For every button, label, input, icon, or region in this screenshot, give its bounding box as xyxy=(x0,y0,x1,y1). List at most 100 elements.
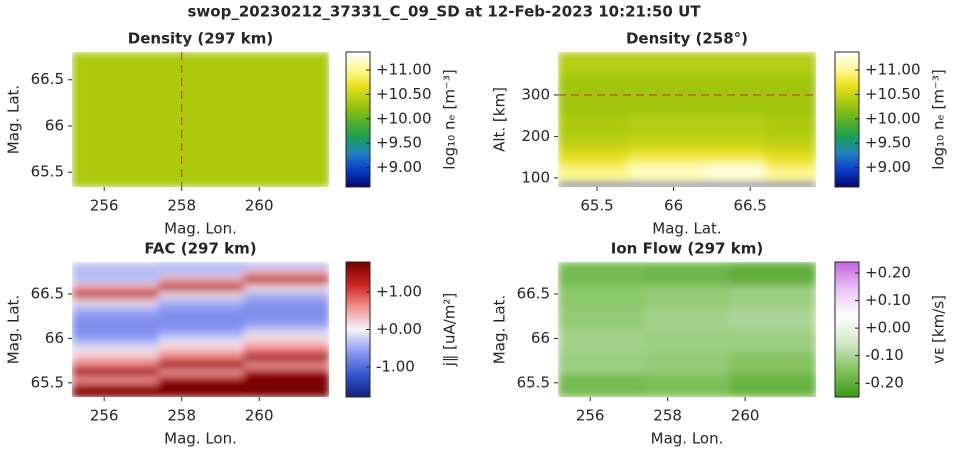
cell xyxy=(558,285,645,308)
cell xyxy=(644,373,731,397)
cell xyxy=(704,173,766,179)
cell xyxy=(704,177,766,183)
cell xyxy=(765,94,816,117)
cell xyxy=(72,276,159,284)
cell xyxy=(627,157,705,164)
x-axis-label: Mag. Lat. xyxy=(652,220,721,238)
cell xyxy=(158,333,245,341)
cell xyxy=(704,52,766,75)
cell xyxy=(72,375,159,384)
cell xyxy=(72,325,159,334)
colorbar-tick-label: +0.20 xyxy=(865,264,911,282)
cell xyxy=(558,157,629,164)
cell xyxy=(704,115,766,137)
y-tick-label: 66 xyxy=(45,116,64,134)
y-tick-label: 66.5 xyxy=(31,284,64,302)
cell xyxy=(765,177,816,183)
cell xyxy=(765,136,816,150)
x-tick-label: 66 xyxy=(664,197,683,215)
colorbar-tick-label: +9.00 xyxy=(865,158,911,176)
cell xyxy=(627,182,705,187)
cell xyxy=(243,311,329,320)
cell xyxy=(558,169,629,175)
cell xyxy=(627,163,705,171)
cell xyxy=(158,297,245,306)
y-tick-label: 65.5 xyxy=(517,373,550,391)
cell xyxy=(644,329,731,353)
cell xyxy=(72,361,159,370)
cell xyxy=(627,136,705,150)
y-tick-label: 100 xyxy=(521,168,550,186)
colorbar-tick-label: -0.20 xyxy=(865,374,904,392)
colorbar-tick-label: +10.00 xyxy=(865,109,921,127)
cell xyxy=(158,389,245,397)
y-tick-label: 66.5 xyxy=(31,70,64,88)
cell xyxy=(72,354,159,362)
cell xyxy=(558,351,645,375)
cell xyxy=(72,311,159,320)
cell xyxy=(729,307,816,330)
cell xyxy=(243,361,329,370)
cell xyxy=(158,375,245,384)
x-axis-label: Mag. Lon. xyxy=(164,220,237,238)
cell xyxy=(72,290,159,299)
cell xyxy=(704,74,766,96)
cell xyxy=(72,389,159,397)
cell xyxy=(158,368,245,377)
cell xyxy=(704,182,766,187)
cell xyxy=(704,157,766,164)
x-tick-label: 258 xyxy=(167,407,196,425)
cell xyxy=(72,52,329,187)
cell xyxy=(765,52,816,75)
y-axis-label: Mag. Lat. xyxy=(491,295,509,364)
y-tick-label: 66 xyxy=(45,329,64,347)
x-tick-label: 260 xyxy=(245,407,274,425)
cell xyxy=(243,304,329,313)
y-axis-label: Mag. Lat. xyxy=(5,85,23,154)
colorbar-tick-label: +10.00 xyxy=(376,109,432,127)
cell xyxy=(243,354,329,362)
x-tick-label: 258 xyxy=(653,407,682,425)
colorbar-tick-label: +0.00 xyxy=(865,319,911,337)
cell xyxy=(243,340,329,348)
cell xyxy=(644,285,731,308)
cell xyxy=(243,325,329,334)
colorbar-tick-label: +11.00 xyxy=(376,61,432,79)
heatmap xyxy=(72,52,329,187)
cell xyxy=(627,177,705,183)
cell xyxy=(558,307,645,330)
cell xyxy=(243,368,329,377)
cell xyxy=(558,52,629,75)
cell xyxy=(158,276,245,284)
cell xyxy=(158,262,245,270)
cell xyxy=(72,318,159,327)
cell xyxy=(243,347,329,355)
y-axis-label: Mag. Lat. xyxy=(5,295,23,364)
cell xyxy=(765,182,816,187)
y-tick-label: 65.5 xyxy=(31,163,64,181)
cell xyxy=(243,382,329,391)
colorbar-label: log₁₀ nₑ [m⁻³] xyxy=(441,69,459,169)
cells xyxy=(558,262,816,397)
cell xyxy=(558,262,645,286)
cell xyxy=(729,373,816,397)
heatmap xyxy=(558,262,816,397)
cell xyxy=(72,347,159,355)
colorbar-tick-label: +0.10 xyxy=(865,291,911,309)
colorbar-tick-label: +9.50 xyxy=(865,134,911,152)
colorbar-tick-label: +0.00 xyxy=(376,320,422,338)
cell xyxy=(158,361,245,370)
cell xyxy=(558,163,629,171)
cell xyxy=(243,269,329,277)
cell xyxy=(72,340,159,348)
colorbar xyxy=(345,51,371,188)
cell xyxy=(729,285,816,308)
colorbar xyxy=(834,261,860,398)
heatmap xyxy=(72,262,329,397)
cell xyxy=(243,375,329,384)
colorbar-tick-label: +9.50 xyxy=(376,134,422,152)
y-tick-label: 66.5 xyxy=(517,284,550,302)
cell xyxy=(765,163,816,171)
colorbar-label: vᴇ [km/s] xyxy=(930,295,948,364)
